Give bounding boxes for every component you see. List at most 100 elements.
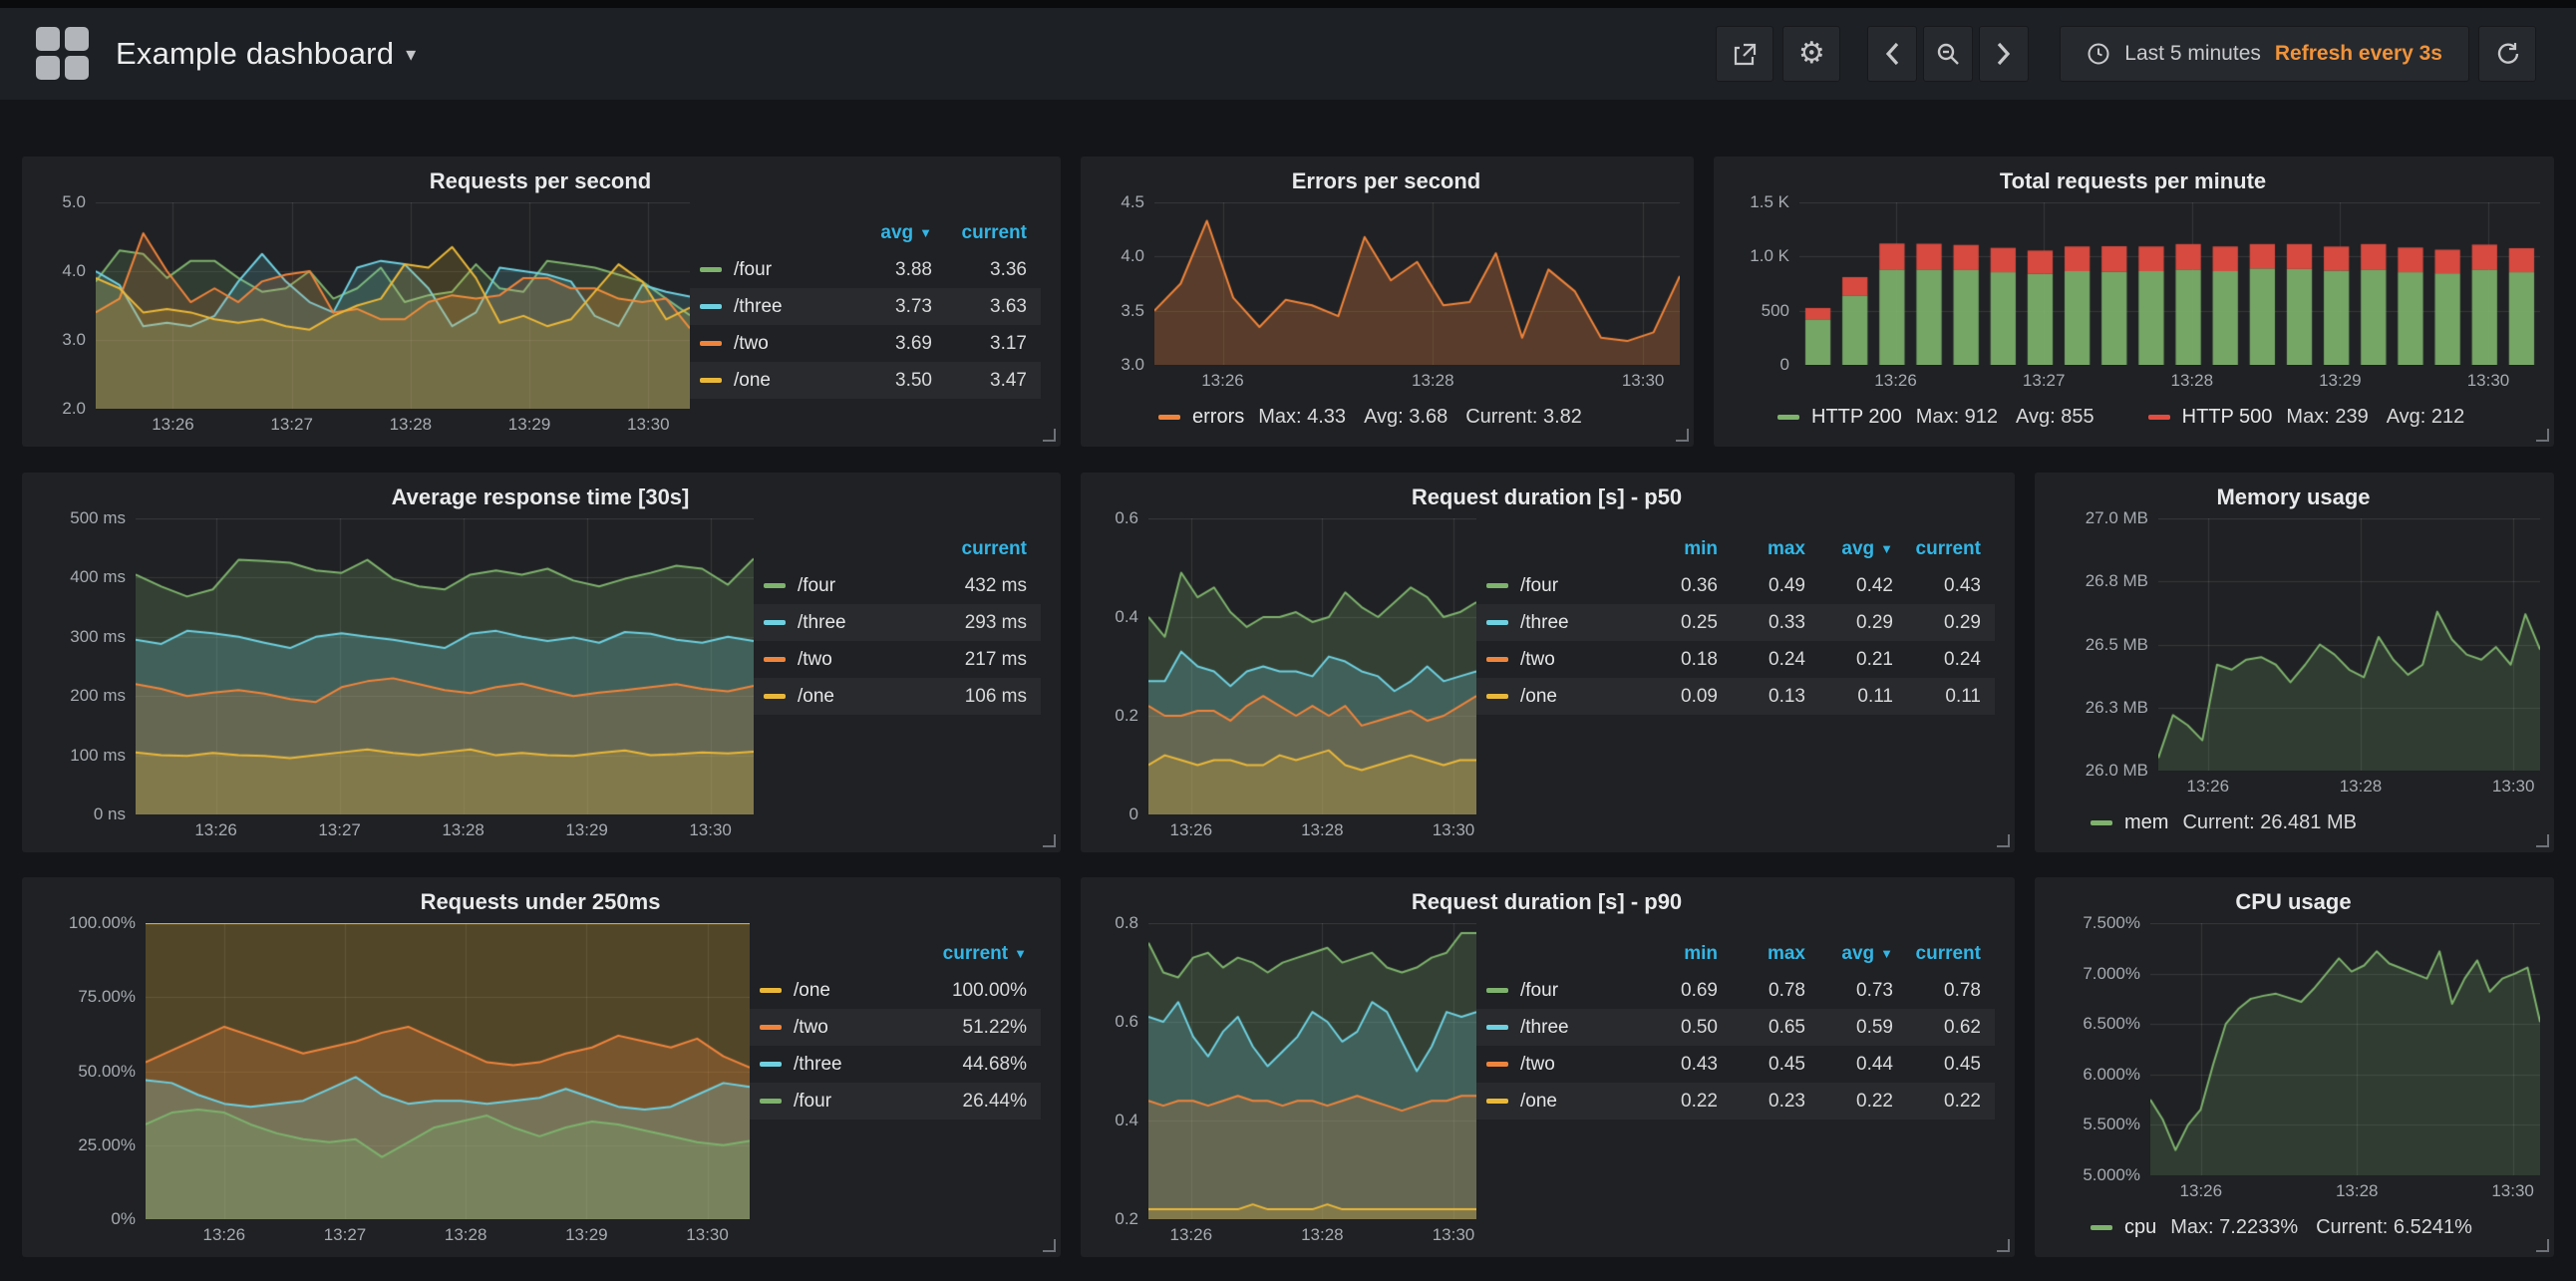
resize-handle-icon[interactable] bbox=[1043, 834, 1056, 847]
legend-series-item[interactable]: HTTP 500 bbox=[2147, 406, 2272, 429]
settings-button[interactable]: ⚙ bbox=[1782, 26, 1841, 82]
y-tick-label: 26.5 MB bbox=[2085, 634, 2148, 654]
legend-series-item[interactable]: /two bbox=[750, 1009, 909, 1046]
legend-series-item[interactable]: mem bbox=[2091, 811, 2168, 834]
legend-series-item[interactable]: /one bbox=[690, 362, 851, 399]
legend-column-header[interactable]: max bbox=[1767, 942, 1805, 964]
panel-requests-under-250ms: Requests under 250ms 0% 25.00% 50.00% 75.00… bbox=[22, 877, 1061, 1257]
legend-series-item[interactable]: /four bbox=[750, 1083, 909, 1120]
legend-column-header[interactable]: max bbox=[1767, 537, 1805, 559]
legend-series-item[interactable]: HTTP 200 bbox=[1777, 406, 1902, 429]
panel-request-duration-p50: Request duration [s] - p50 0 0.2 0.4 0.6 13… bbox=[1081, 473, 2015, 852]
y-tick-label: 0.2 bbox=[1115, 705, 1138, 725]
panel-request-duration-p90: Request duration [s] - p90 0.2 0.4 0.6 0.8 … bbox=[1081, 877, 2015, 1257]
legend-series-item[interactable]: /three bbox=[1476, 604, 1644, 641]
dashboard-title[interactable]: Example dashboard bbox=[116, 36, 395, 71]
resize-handle-icon[interactable] bbox=[1997, 834, 2010, 847]
chart-canvas[interactable] bbox=[146, 923, 750, 1219]
x-tick-label: 13:26 bbox=[1874, 371, 1917, 390]
legend-series-item[interactable]: /two bbox=[1476, 1046, 1644, 1083]
y-axis-labels: 0 500 1.0 K 1.5 K bbox=[1726, 192, 1799, 374]
legend-stat-value: Current: 26.481 MB bbox=[2182, 810, 2357, 833]
legend-column-header[interactable]: current bbox=[1915, 537, 1981, 559]
legend-column-header[interactable]: current ▼ bbox=[942, 942, 1027, 964]
resize-handle-icon[interactable] bbox=[1676, 429, 1689, 442]
legend-series-item[interactable]: /two bbox=[1476, 641, 1644, 678]
chart-canvas[interactable] bbox=[96, 202, 690, 409]
y-tick-label: 0.6 bbox=[1115, 1011, 1138, 1031]
panel-title[interactable]: Errors per second bbox=[1291, 168, 1481, 193]
panel-title[interactable]: Requests under 250ms bbox=[420, 889, 661, 914]
legend-series-item[interactable]: /one bbox=[1476, 678, 1644, 715]
legend-stat-value: 0.78 bbox=[1769, 979, 1805, 1001]
chart-canvas[interactable] bbox=[2150, 923, 2540, 1175]
legend-series-item[interactable]: /three bbox=[690, 288, 851, 325]
resize-handle-icon[interactable] bbox=[2536, 1239, 2549, 1252]
legend-series-item[interactable]: /four bbox=[1476, 972, 1644, 1009]
x-tick-label: 13:28 bbox=[1301, 1225, 1344, 1244]
resize-handle-icon[interactable] bbox=[1043, 1239, 1056, 1252]
chart-canvas[interactable] bbox=[2158, 518, 2540, 771]
series-name: /one bbox=[798, 685, 834, 707]
panel-title[interactable]: Requests per second bbox=[429, 168, 652, 193]
legend-series-item[interactable]: /four bbox=[754, 567, 921, 604]
time-forward-button[interactable] bbox=[1979, 26, 2030, 82]
legend-series-item[interactable]: /two bbox=[754, 641, 921, 678]
legend-column-header[interactable]: avg ▼ bbox=[1841, 537, 1893, 559]
legend-table: min max avg ▼ current/four 0.36 0.49 0.42 0.43/t… bbox=[1476, 518, 2001, 844]
legend-series-item[interactable]: /one bbox=[750, 972, 909, 1009]
x-tick-label: 13:30 bbox=[1432, 1225, 1475, 1244]
resize-handle-icon[interactable] bbox=[2536, 429, 2549, 442]
legend-series-item[interactable]: /three bbox=[754, 604, 921, 641]
share-button[interactable] bbox=[1716, 26, 1774, 82]
legend-series-item[interactable]: /three bbox=[1476, 1009, 1644, 1046]
chart-canvas[interactable] bbox=[1148, 518, 1476, 814]
legend-series-item[interactable]: /four bbox=[690, 251, 851, 288]
y-axis-labels: 3.0 3.5 4.0 4.5 bbox=[1093, 192, 1154, 374]
legend-column-header[interactable]: avg ▼ bbox=[1841, 942, 1893, 964]
panel-title[interactable]: Request duration [s] - p50 bbox=[1411, 484, 1683, 509]
legend-column-header[interactable]: min bbox=[1684, 942, 1718, 964]
time-range-picker[interactable]: Last 5 minutes Refresh every 3s bbox=[2060, 26, 2469, 82]
x-tick-label: 13:29 bbox=[565, 1225, 608, 1244]
legend-series-item[interactable]: /two bbox=[690, 325, 851, 362]
chart-canvas[interactable] bbox=[1799, 202, 2540, 365]
time-back-button[interactable] bbox=[1867, 26, 1918, 82]
resize-handle-icon[interactable] bbox=[1997, 1239, 2010, 1252]
legend-column-header[interactable]: avg ▼ bbox=[880, 221, 932, 243]
chart-canvas[interactable] bbox=[1148, 923, 1476, 1219]
x-tick-label: 13:28 bbox=[1412, 371, 1454, 390]
legend-column-header[interactable]: current bbox=[1915, 942, 1981, 964]
panel-title[interactable]: Total requests per minute bbox=[1999, 168, 2267, 193]
legend-series-item[interactable]: /four bbox=[1476, 567, 1644, 604]
refresh-button[interactable] bbox=[2478, 26, 2536, 82]
chart-canvas[interactable] bbox=[136, 518, 754, 814]
legend-stat-value: Max: 4.33 bbox=[1258, 405, 1347, 428]
legend-stat-value: 0.49 bbox=[1769, 574, 1805, 596]
legend-series-item[interactable]: errors bbox=[1158, 406, 1244, 429]
y-tick-label: 3.0 bbox=[62, 329, 86, 349]
resize-handle-icon[interactable] bbox=[2536, 834, 2549, 847]
chevron-down-icon[interactable]: ▾ bbox=[406, 43, 417, 66]
grafana-logo-icon[interactable] bbox=[36, 27, 90, 81]
legend-series-item[interactable]: /one bbox=[1476, 1083, 1644, 1120]
x-tick-label: 13:30 bbox=[686, 1225, 729, 1244]
chart-canvas[interactable] bbox=[1154, 202, 1680, 365]
series-name: /two bbox=[1520, 1053, 1555, 1075]
panel-title[interactable]: Memory usage bbox=[2216, 484, 2371, 509]
legend-series-item[interactable]: cpu bbox=[2091, 1216, 2156, 1239]
legend-series-item[interactable]: /one bbox=[754, 678, 921, 715]
legend-series-item[interactable]: /three bbox=[750, 1046, 909, 1083]
series-color-swatch-icon bbox=[1486, 1062, 1508, 1067]
legend-column-header[interactable]: current bbox=[961, 537, 1027, 559]
y-tick-label: 0.4 bbox=[1115, 606, 1138, 626]
panel-title[interactable]: CPU usage bbox=[2235, 889, 2352, 914]
panel-title[interactable]: Average response time [30s] bbox=[391, 484, 690, 509]
x-tick-label: 13:26 bbox=[194, 820, 237, 839]
legend-column-header[interactable]: min bbox=[1684, 537, 1718, 559]
panel-title[interactable]: Request duration [s] - p90 bbox=[1411, 889, 1683, 914]
legend-column-header[interactable]: current bbox=[961, 221, 1027, 243]
zoom-out-button[interactable] bbox=[1923, 26, 1974, 82]
resize-handle-icon[interactable] bbox=[1043, 429, 1056, 442]
y-tick-label: 3.5 bbox=[1121, 300, 1144, 320]
